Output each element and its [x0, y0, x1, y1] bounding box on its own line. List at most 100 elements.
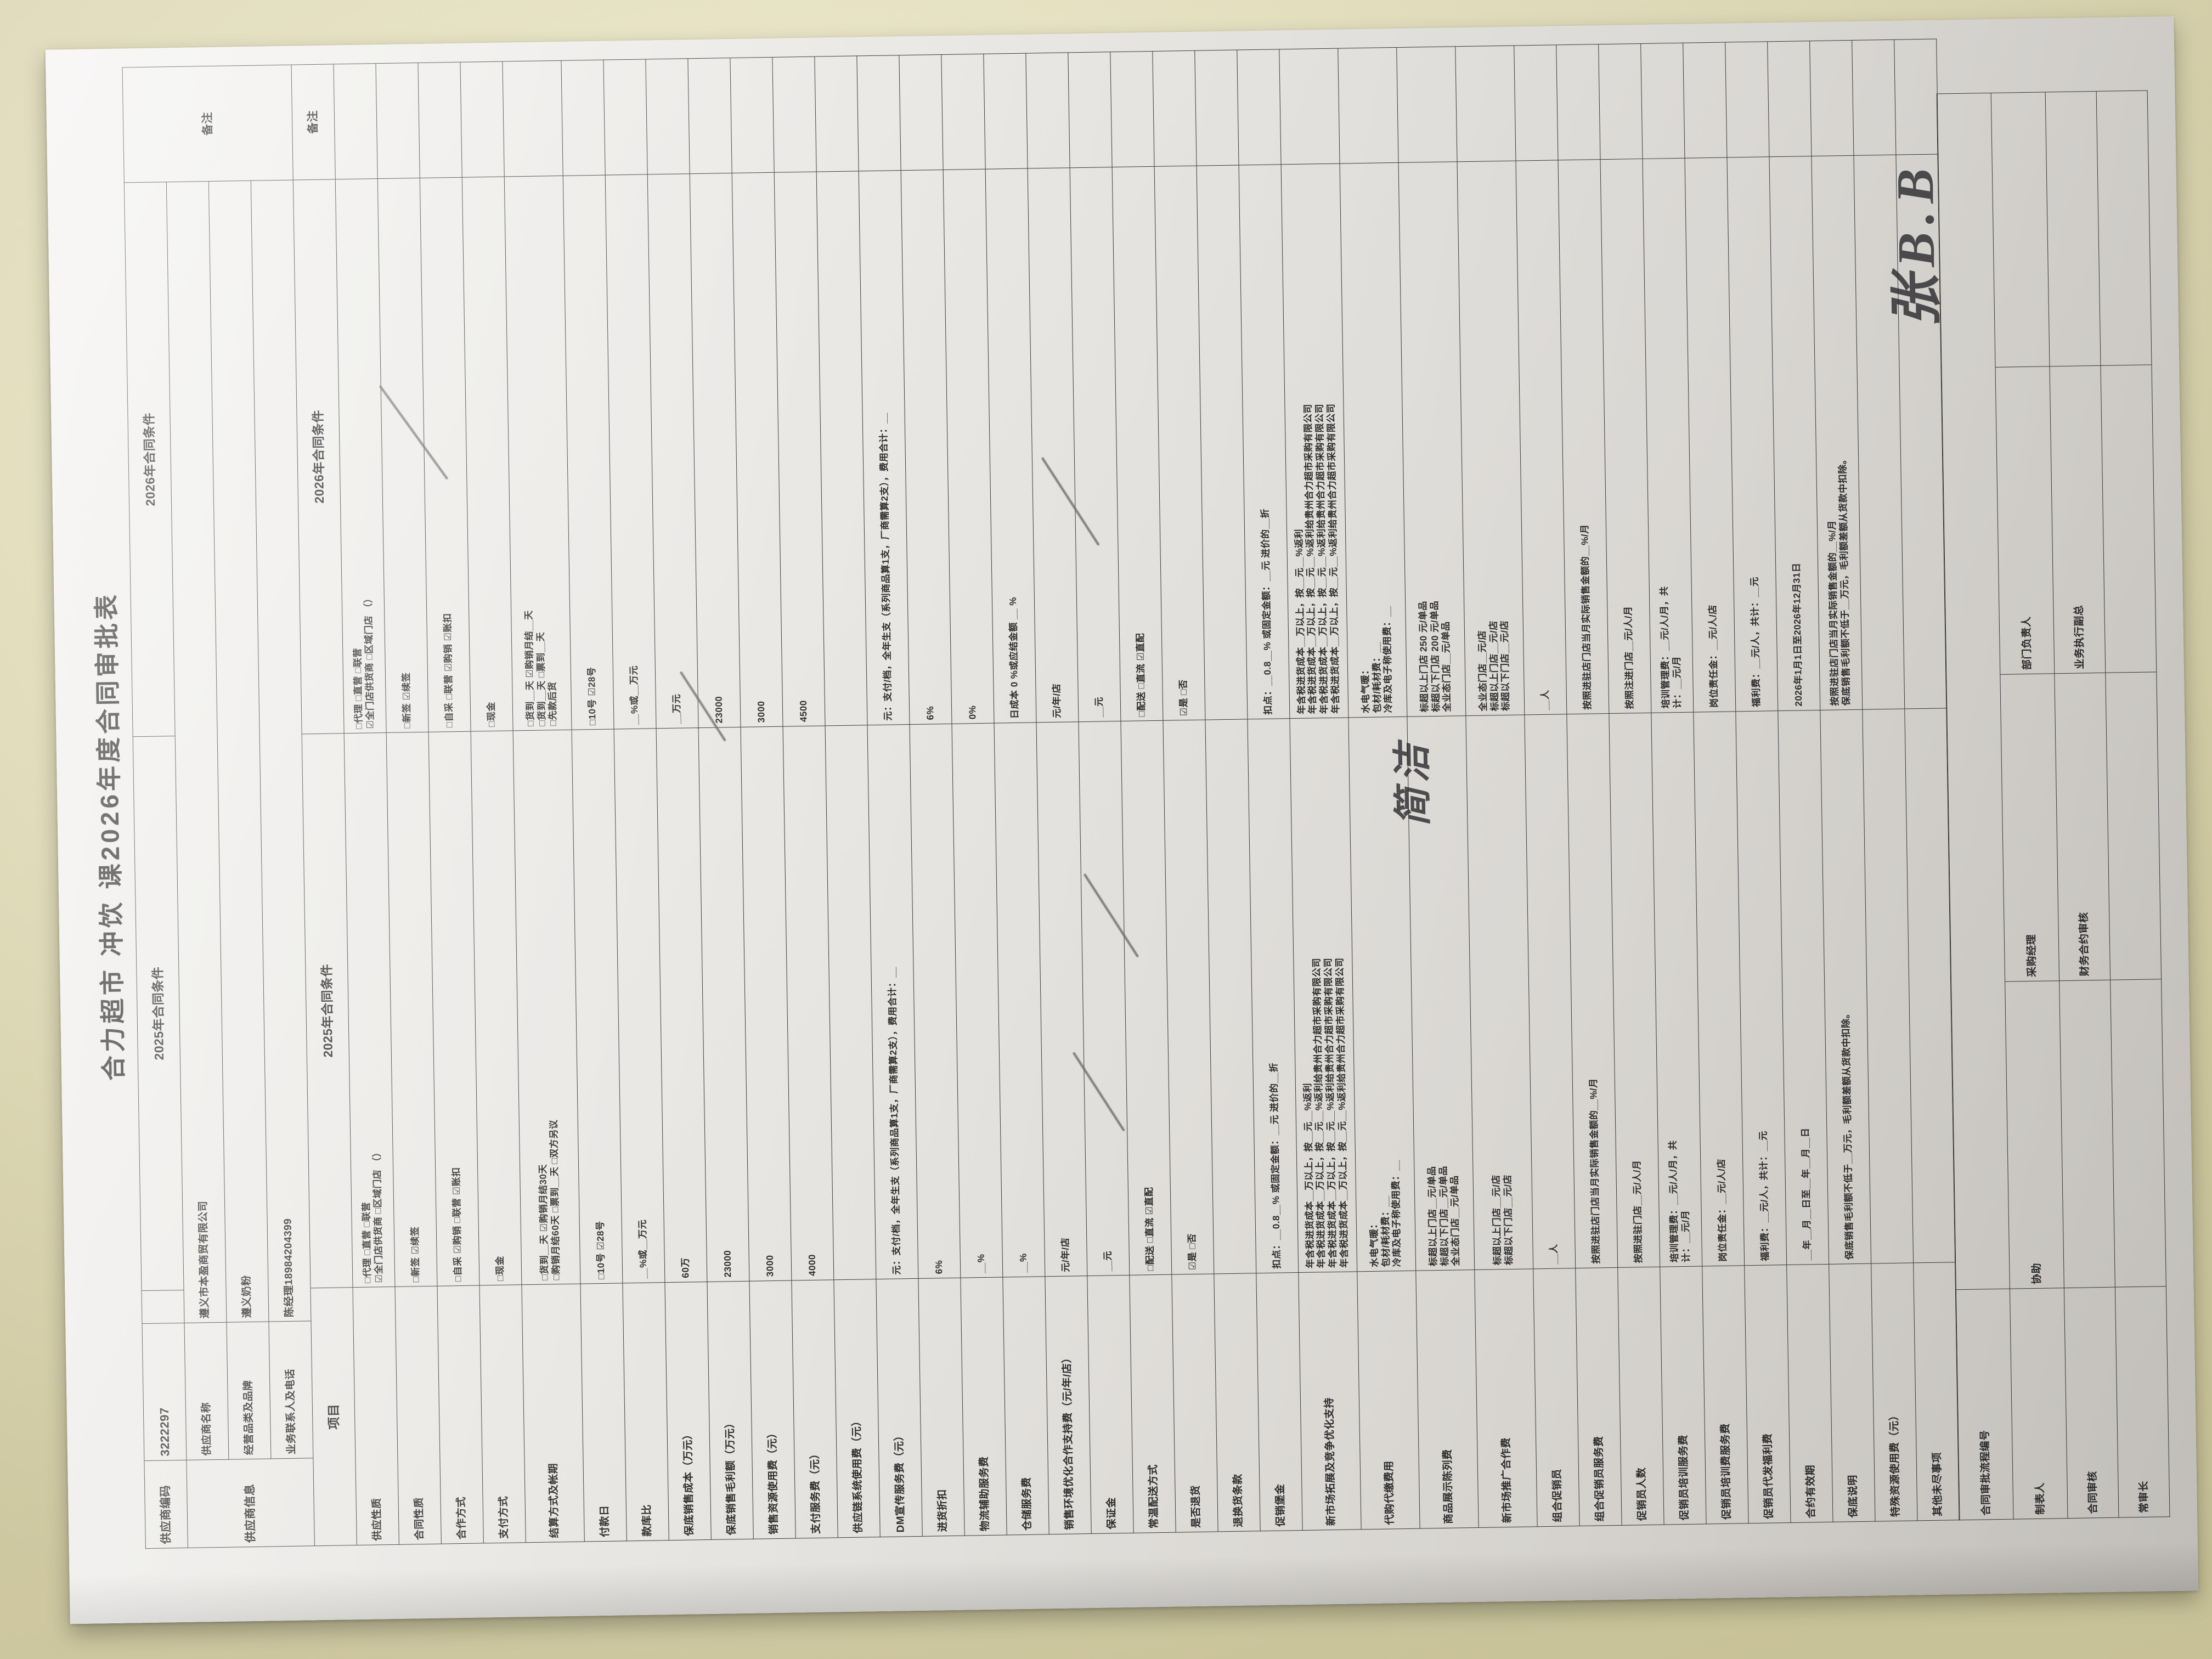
sign-blank-2[interactable]: [2059, 980, 2115, 1288]
cell-remark[interactable]: [645, 58, 690, 174]
row-label: 合约有效期: [1786, 1264, 1833, 1523]
item-col-header: 项目: [311, 1287, 357, 1546]
cell-remark[interactable]: [1110, 51, 1155, 167]
cell-2025[interactable]: 水电气暖： 包材/耗材费：__ 冷库及电子称使用费：__: [1348, 716, 1416, 1272]
cell-remark[interactable]: [1725, 41, 1769, 158]
cell-remark[interactable]: [687, 58, 732, 174]
signature-body: 合同审批流程编号 制表人 协助 采购经理 部门负责人 合同审核 财务合约审核 业…: [1937, 90, 2170, 1520]
cell-remark[interactable]: [1338, 47, 1399, 164]
sign-blank-1[interactable]: [1991, 92, 2050, 368]
sign-blank-4[interactable]: [2111, 979, 2166, 1288]
row-label: 仓储服务费: [1002, 1276, 1049, 1535]
row-label: 支付方式: [479, 1284, 526, 1543]
row-label: 销售资源使用费（元）: [749, 1280, 796, 1539]
sign-label-finance-review: 财务合约审核: [2055, 673, 2111, 981]
row-label: 合同性质: [394, 1286, 442, 1545]
flow-number-label: 合同审批流程编号: [1955, 1289, 2014, 1520]
row-label: 新市场拓展及竞争优化支持: [1298, 1271, 1362, 1531]
col-head-remark: 备注: [122, 65, 294, 183]
cell-remark[interactable]: [1514, 44, 1558, 161]
cell-remark[interactable]: [1194, 50, 1239, 166]
supplier-contact-label: 业务联系人及电话: [268, 1321, 313, 1459]
sign-blank-3[interactable]: [2045, 91, 2101, 366]
contract-approval-form: 合力超市 冲饮 课2026年度合同审批表 供应商编码 3222297 2025年…: [74, 39, 2170, 1549]
row-label: 保底销售成本（万元）: [664, 1282, 712, 1541]
row-label: 合作方式: [437, 1285, 484, 1544]
row-label: 代购代缴费用: [1357, 1271, 1420, 1530]
cell-remark[interactable]: [899, 54, 944, 171]
row-label: 保底说明: [1829, 1263, 1876, 1522]
row-label: 结算方式及帐期: [521, 1284, 585, 1543]
cell-2026[interactable]: 标超以上门店 250 元/单品 标超以下门店 200 元/单品 全业态门店__元…: [1398, 161, 1466, 717]
cell-2025[interactable]: 年含税进货成本__万以上，按__元__%返利 年含税进货成本__万以上，按__元…: [1289, 717, 1357, 1273]
form-table: 供应商编码 3222297 2025年合同条件 2026年合同条件 备注 供应商…: [122, 38, 1960, 1549]
cell-remark[interactable]: [603, 59, 648, 176]
row-label: 销售环境优化合作支持费（元/年/店）: [1045, 1276, 1092, 1534]
supplier-category-label: 经营品类及品牌: [226, 1322, 271, 1460]
sign-blank-6[interactable]: [2101, 364, 2157, 673]
item-head-remark: 备注: [291, 64, 336, 180]
form-body: 供应商编码 3222297 2025年合同条件 2026年合同条件 备注 供应商…: [122, 39, 1960, 1549]
row-label: 组合促销员服务费: [1575, 1267, 1622, 1526]
row-label: 常温配送方式: [1129, 1274, 1176, 1533]
cell-2026[interactable]: 年含税进货成本__万以上，按__元__%返利 年含税进货成本__万以上，按__元…: [1281, 163, 1348, 719]
row-label: 保证金: [1087, 1275, 1134, 1534]
supplier-name-label: 供应商名称: [184, 1322, 229, 1460]
paper-sheet: 合力超市 冲饮 课2026年度合同审批表 供应商编码 3222297 2025年…: [45, 16, 2199, 1624]
cell-remark[interactable]: [941, 54, 986, 170]
row-label: 其他未尽事项: [1913, 1262, 1960, 1521]
cell-remark[interactable]: [1852, 40, 1896, 156]
cell-2025[interactable]: □货到__天 ☑购销月结30天 □购销月结60天 □票到__天 □双方另议: [513, 730, 580, 1285]
row-label: 促销员培训费服务费: [1702, 1265, 1749, 1524]
cell-remark[interactable]: [730, 57, 775, 173]
row-label: 退换货条款: [1214, 1273, 1261, 1532]
sign-blank-7[interactable]: [2096, 90, 2152, 366]
cell-remark[interactable]: [375, 63, 420, 179]
cell-remark[interactable]: [1683, 42, 1727, 159]
row-label: 促销堡金: [1256, 1272, 1303, 1531]
cell-remark[interactable]: [502, 60, 563, 177]
cell-2026[interactable]: 水电气暖： 包材/耗材费：__ 冷库及电子称使用费：__: [1340, 162, 1407, 718]
cell-2026[interactable]: 全业态门店__元/店 标超以上门店__元/店 标超以下门店__元/店: [1457, 161, 1525, 716]
cell-remark[interactable]: [1455, 46, 1516, 162]
cell-remark[interactable]: [1809, 40, 1854, 156]
cell-remark[interactable]: [1556, 44, 1600, 160]
row-label: 特殊资源使用费（元）: [1871, 1262, 1918, 1522]
cell-remark[interactable]: [814, 55, 859, 172]
cell-remark[interactable]: [1237, 49, 1282, 166]
cell-remark[interactable]: [1640, 43, 1685, 159]
row-label: DM宣传服务费（元）: [876, 1278, 923, 1537]
sign-label-contract-review: 合同审核: [2064, 1287, 2119, 1519]
row-label: 供应性质: [353, 1286, 399, 1545]
row-label: 款库比: [622, 1282, 669, 1541]
sign-label-vp: 业务执行副总: [2050, 365, 2106, 674]
cell-remark[interactable]: [417, 62, 462, 178]
cell-remark[interactable]: [1025, 52, 1070, 169]
row-label: 组合促销员: [1533, 1268, 1580, 1527]
row-label: 保底销售毛利额（万元）: [707, 1281, 754, 1540]
sign-label-approval-helper: 协助: [2005, 980, 2064, 1289]
cell-remark[interactable]: [1396, 46, 1458, 163]
cell-remark[interactable]: [561, 60, 606, 176]
cell-remark[interactable]: [1598, 43, 1643, 160]
cell-remark[interactable]: [856, 55, 901, 171]
cell-remark[interactable]: [1894, 39, 1938, 155]
sign-blank-5[interactable]: [2106, 672, 2162, 980]
sign-label-preparer: 制表人: [2010, 1288, 2068, 1520]
supplier-code-value[interactable]: 3222297: [142, 1323, 187, 1461]
row-label: 支付服务费（元）: [791, 1279, 838, 1539]
cell-remark[interactable]: [1152, 50, 1197, 167]
cell-remark[interactable]: [1068, 52, 1113, 168]
cell-remark[interactable]: [983, 53, 1028, 170]
cell-remark[interactable]: [1767, 41, 1812, 157]
cell-2025[interactable]: 标超以上门店__元/单品 标超以下门店__元/单品 全业态门店__元/单品: [1407, 715, 1475, 1271]
row-label: 付款日: [580, 1283, 627, 1542]
cell-remark[interactable]: [460, 61, 505, 178]
cell-2026[interactable]: □货到__天 ☑购销月结__天 □货到__天 □票到__天 □先款后货: [504, 176, 572, 731]
cell-remark[interactable]: [1279, 48, 1340, 165]
cell-remark[interactable]: [772, 57, 817, 173]
row-label: 促销员培训服务费: [1660, 1266, 1707, 1525]
cell-remark[interactable]: [333, 63, 378, 179]
cell-2025[interactable]: 标超以上门店__元/店 标超以下门店__元/店: [1465, 714, 1533, 1270]
supplier-code-label: 供应商编码: [144, 1460, 188, 1549]
